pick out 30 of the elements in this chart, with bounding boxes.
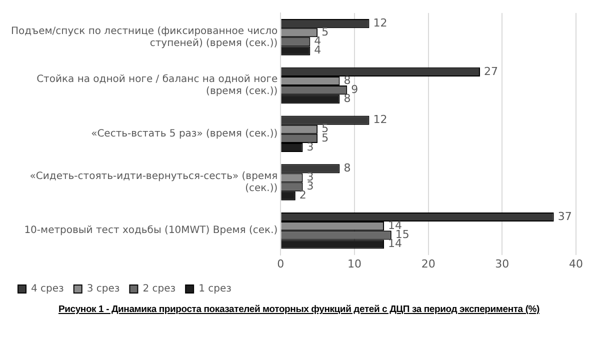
legend-label: 4 срез <box>31 284 64 295</box>
x-tick-label: 0 <box>277 257 284 270</box>
data-label: 14 <box>388 237 402 250</box>
data-label: 4 <box>314 44 322 57</box>
x-tick-label: 40 <box>569 257 583 270</box>
legend-label: 3 срез <box>86 284 120 295</box>
data-label: 9 <box>351 82 358 96</box>
data-label: 3 <box>306 180 314 193</box>
data-label: 8 <box>344 162 351 175</box>
legend-label: 1 срез <box>198 284 232 295</box>
y-tick-label: «Сидеть-стоять-идти-вернуться-сесть» (время (сек.)) <box>30 170 278 194</box>
y-tick-label: 10-метровый тест ходьбы (10MWT) Время (сек.) <box>24 225 278 236</box>
data-label: 2 <box>299 188 306 202</box>
data-label: 8 <box>344 92 351 105</box>
data-label: 8 <box>344 74 351 87</box>
legend-label: 2 срез <box>142 284 176 295</box>
y-tick-label: «Сесть-встать 5 раз» (время (сек.)) <box>91 128 278 140</box>
data-label: 12 <box>373 113 388 126</box>
y-tick-label: Подъем/спуск по лестнице (фиксированное число ступеней) (время (сек.)) <box>10 26 278 49</box>
data-label: 5 <box>322 26 329 39</box>
y-tick-label: Стойка на одной ноге / баланс на одной ноге (время (сек.)) <box>36 74 278 98</box>
data-label: 37 <box>558 210 572 223</box>
data-label: 12 <box>373 16 388 30</box>
text: Рисунок 1 - Динамика прироста показателей моторных функций детей с ДЦП за период эксперимента (%) <box>57 304 541 315</box>
x-tick-label: 30 <box>495 257 510 270</box>
data-label: 3 <box>306 140 314 154</box>
data-label: 5 <box>322 131 329 144</box>
x-tick-label: 10 <box>347 257 362 270</box>
data-label: 27 <box>484 64 498 78</box>
x-tick-label: 20 <box>421 257 436 270</box>
